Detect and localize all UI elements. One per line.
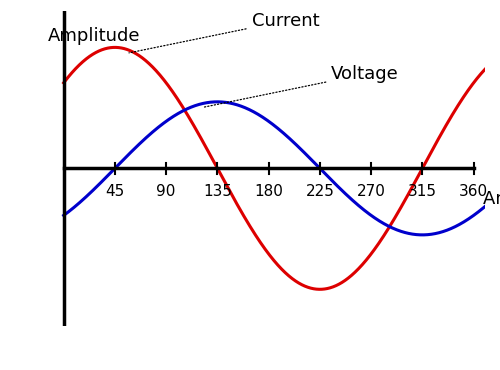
Text: 90: 90 — [156, 184, 176, 199]
Text: Amplitude: Amplitude — [48, 27, 140, 45]
Text: 180: 180 — [254, 184, 283, 199]
Text: 270: 270 — [356, 184, 386, 199]
Text: Voltage: Voltage — [203, 65, 399, 107]
Text: 45: 45 — [106, 184, 124, 199]
Text: Angle θ: Angle θ — [482, 190, 500, 208]
Text: 225: 225 — [306, 184, 334, 199]
Text: 135: 135 — [203, 184, 232, 199]
Text: 315: 315 — [408, 184, 437, 199]
Text: Current: Current — [129, 12, 319, 53]
Text: 360: 360 — [459, 184, 488, 199]
